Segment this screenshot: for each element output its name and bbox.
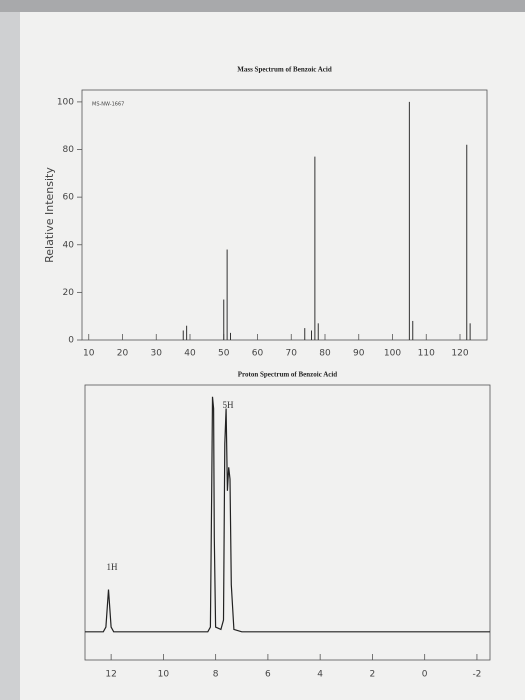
x-tick-label: -2 (472, 670, 481, 680)
y-tick-label: 0 (68, 336, 74, 346)
y-tick-label: 80 (63, 145, 75, 155)
paper (20, 8, 525, 700)
annotation: 1H (107, 562, 119, 572)
chart-title: Mass Spectrum of Benzoic Acid (237, 66, 332, 74)
x-tick-label: 10 (83, 349, 95, 359)
y-tick-label: 40 (63, 240, 75, 250)
annotation: 5H (223, 400, 235, 410)
x-tick-label: 0 (422, 670, 428, 680)
paper-edge (0, 0, 525, 12)
x-tick-label: 60 (252, 349, 264, 359)
y-axis-title: Relative Intensity (43, 167, 56, 263)
plot-frame (81, 89, 488, 341)
x-tick-label: 70 (286, 349, 298, 359)
x-tick-label: 8 (213, 670, 219, 680)
x-tick-label: 10 (158, 670, 170, 680)
x-tick-label: 20 (117, 349, 129, 359)
x-tick-label: 30 (151, 349, 163, 359)
x-tick-label: 4 (317, 670, 323, 680)
x-tick-label: 12 (105, 670, 116, 680)
y-tick-label: 100 (57, 97, 74, 107)
x-tick-label: 80 (319, 349, 331, 359)
spectrum-line (85, 396, 490, 633)
y-tick-label: 60 (63, 193, 75, 203)
x-tick-label: 6 (265, 670, 271, 680)
x-tick-label: 40 (184, 349, 196, 359)
annotation: MS-NW-1667 (92, 102, 124, 108)
plot-frame (84, 384, 491, 661)
chart-title: Proton Spectrum of Benzoic Acid (238, 371, 338, 379)
x-tick-label: 110 (418, 349, 435, 359)
x-tick-label: 90 (353, 349, 365, 359)
x-tick-label: 120 (451, 349, 468, 359)
x-tick-label: 2 (370, 670, 376, 680)
y-tick-label: 20 (63, 288, 75, 298)
x-tick-label: 100 (384, 349, 401, 359)
x-tick-label: 50 (218, 349, 230, 359)
